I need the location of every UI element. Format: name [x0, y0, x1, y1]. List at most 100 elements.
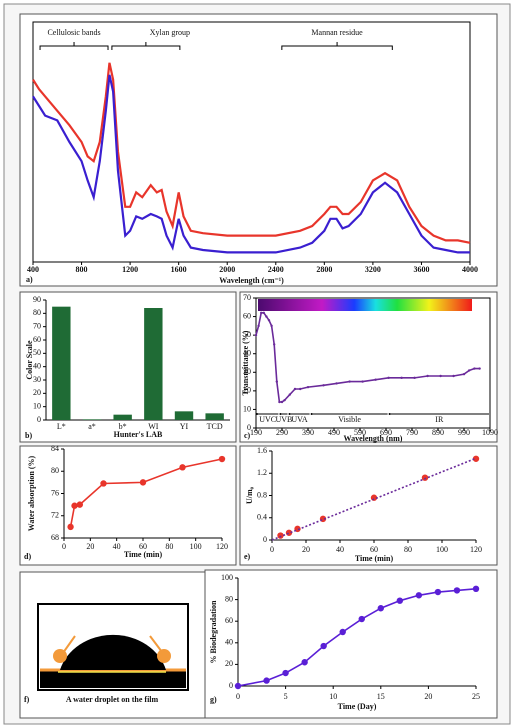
- panel-label: g): [210, 695, 217, 704]
- x-tick-label: 60: [139, 542, 147, 551]
- y-tick-label: 10: [243, 404, 251, 413]
- panel-label: b): [25, 431, 32, 440]
- spectrum-bar: [258, 299, 472, 311]
- y-tick-label: 0: [37, 415, 41, 424]
- data-point: [339, 628, 346, 636]
- data-point: [288, 393, 291, 396]
- x-tick-label: 2000: [219, 265, 235, 274]
- x-tick-label: 120: [470, 545, 482, 554]
- x-tick-label: 490: [328, 428, 340, 437]
- x-tick-label: 3200: [365, 265, 381, 274]
- data-point: [270, 324, 273, 328]
- x-tick-label: 790: [406, 428, 418, 437]
- bracket: [39, 42, 109, 50]
- data-point: [275, 380, 278, 383]
- data-point: [439, 374, 442, 378]
- panel: [19, 445, 237, 566]
- data-point: [478, 367, 481, 370]
- y-tick-label: 20: [225, 659, 233, 668]
- bar: [113, 414, 132, 420]
- data-point: [100, 480, 107, 487]
- panel: [239, 291, 498, 443]
- y-tick-label: 0.8: [257, 490, 267, 499]
- annotation: UVB: [276, 415, 293, 424]
- data-point: [260, 311, 263, 315]
- y-tick-label: 20: [243, 386, 251, 395]
- x-axis-label: Hunter's LAB: [114, 430, 163, 439]
- y-tick-label: 20: [33, 388, 41, 397]
- data-point: [283, 398, 286, 402]
- y-tick-label: 30: [33, 375, 41, 384]
- x-tick-label: 0: [236, 692, 240, 701]
- data-point: [278, 400, 281, 404]
- data-point: [400, 376, 403, 380]
- data-point: [358, 615, 365, 623]
- region-end: [310, 413, 313, 415]
- data-point: [452, 374, 455, 378]
- region-end: [256, 413, 258, 415]
- y-tick-label: 10: [33, 401, 41, 410]
- x-tick-label: 20: [424, 692, 432, 701]
- data-point: [322, 384, 325, 387]
- data-point: [472, 585, 480, 592]
- x-tick-label: 25: [472, 692, 480, 701]
- data-point: [139, 479, 147, 486]
- region-end: [388, 413, 391, 415]
- y-tick-label: 80: [33, 308, 41, 317]
- data-point: [426, 374, 429, 378]
- x-tick-label: b*: [119, 422, 127, 431]
- data-point: [415, 592, 423, 599]
- y-tick-label: 100: [221, 573, 233, 582]
- x-tick-label: 890: [432, 428, 444, 437]
- data-point: [280, 400, 284, 404]
- y-tick-label: 1.2: [257, 468, 267, 477]
- y-tick-label: 0: [229, 681, 233, 690]
- caption: A water droplet on the film: [66, 695, 159, 704]
- data-point: [299, 387, 302, 391]
- panel-label: d): [24, 552, 31, 561]
- x-tick-label: 390: [302, 428, 314, 437]
- x-tick-label: 4000: [462, 265, 478, 274]
- y-axis-label: U/m₀: [245, 486, 254, 504]
- data-point: [257, 324, 260, 328]
- x-tick-label: 590: [354, 428, 366, 437]
- data-point: [76, 501, 84, 508]
- data-point: [218, 455, 226, 463]
- x-tick-label: 10: [329, 692, 337, 701]
- panel-label: a): [26, 275, 33, 284]
- droplet-photo: [19, 571, 206, 719]
- bar: [144, 308, 163, 420]
- bar: [52, 306, 71, 420]
- annotation: Xylan group: [150, 28, 190, 37]
- x-tick-label: 20: [302, 545, 310, 554]
- x-tick-label: 100: [190, 542, 202, 551]
- x-tick-label: 2800: [316, 265, 332, 274]
- bracket: [281, 42, 393, 50]
- y-tick-label: 0: [263, 535, 267, 544]
- panel-label: e): [244, 552, 251, 561]
- x-axis-label: Time (min): [355, 554, 394, 563]
- data-point: [262, 311, 265, 315]
- bar: [205, 413, 224, 420]
- y-axis-label: Transmittance (%): [241, 330, 250, 395]
- y-tick-label: 60: [225, 616, 233, 625]
- x-tick-label: 60: [370, 545, 378, 554]
- y-axis-label: Color Scale: [25, 340, 34, 380]
- data-point: [453, 587, 461, 594]
- data-point: [468, 369, 471, 372]
- panel-label: c): [244, 431, 251, 440]
- series-line: [32, 62, 471, 244]
- y-tick-label: 68: [51, 533, 59, 542]
- x-tick-label: 80: [404, 545, 412, 554]
- data-point: [320, 642, 327, 650]
- data-point: [462, 372, 466, 376]
- data-point: [67, 523, 74, 531]
- data-point: [301, 659, 308, 666]
- y-tick-label: 30: [243, 367, 251, 376]
- data-point: [306, 385, 310, 389]
- plot-frame: [255, 297, 491, 429]
- x-tick-label: 290: [276, 428, 288, 437]
- region-end: [288, 413, 291, 415]
- data-point: [179, 464, 186, 471]
